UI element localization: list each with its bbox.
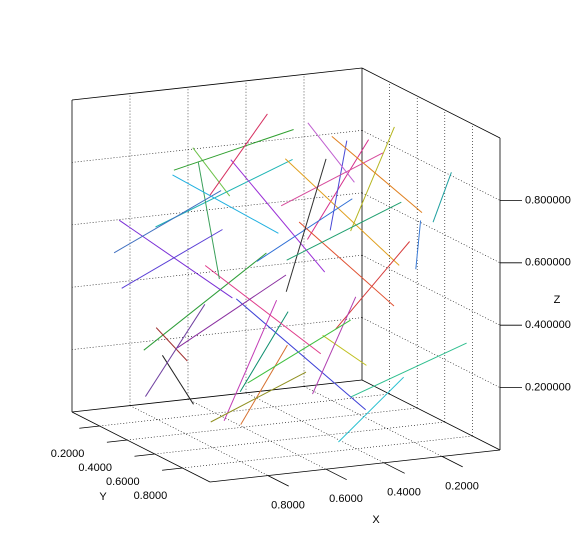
grid-line bbox=[71, 192, 363, 226]
grid-line bbox=[361, 192, 501, 264]
segment bbox=[172, 174, 279, 234]
segment bbox=[161, 355, 194, 405]
z-tick-label: 0.400000 bbox=[525, 319, 571, 331]
y-tick-label: 0.6000 bbox=[106, 476, 140, 488]
grid-line bbox=[182, 435, 473, 469]
grid-line bbox=[71, 317, 363, 350]
box-edge bbox=[209, 449, 501, 483]
segment bbox=[145, 304, 206, 397]
x-tick bbox=[383, 462, 405, 474]
segment bbox=[350, 342, 467, 398]
segment bbox=[155, 327, 188, 362]
y-tick-label: 0.4000 bbox=[78, 462, 112, 474]
segment bbox=[210, 371, 307, 423]
x-tick-label: 0.8000 bbox=[271, 500, 305, 512]
segment bbox=[285, 158, 327, 292]
box-edge bbox=[71, 67, 363, 101]
segment bbox=[432, 172, 452, 223]
box-edge bbox=[361, 379, 501, 451]
segment bbox=[143, 252, 267, 351]
z-tick-label: 0.200000 bbox=[525, 382, 571, 394]
grid-line bbox=[127, 407, 418, 441]
grid-line bbox=[361, 130, 501, 201]
box-edge bbox=[361, 67, 501, 139]
grid-line bbox=[187, 398, 327, 470]
segment bbox=[235, 298, 366, 411]
segment bbox=[331, 135, 423, 214]
grid-line bbox=[245, 392, 385, 464]
y-tick bbox=[106, 439, 128, 443]
x-tick bbox=[441, 456, 463, 468]
box-edge bbox=[71, 379, 363, 413]
y-tick bbox=[162, 467, 183, 471]
y-axis-label: Y bbox=[99, 491, 107, 503]
box-edge bbox=[71, 411, 211, 483]
segment bbox=[312, 296, 357, 395]
segment bbox=[240, 344, 288, 425]
y-tick bbox=[79, 425, 100, 429]
segment bbox=[113, 190, 222, 254]
x-tick-label: 0.2000 bbox=[445, 480, 479, 492]
y-tick-label: 0.8000 bbox=[134, 490, 168, 502]
segment bbox=[121, 229, 223, 289]
grid-line bbox=[71, 254, 363, 288]
grid-line bbox=[71, 130, 363, 163]
segment bbox=[197, 162, 220, 280]
x-tick bbox=[325, 468, 347, 481]
x-tick-label: 0.4000 bbox=[387, 487, 421, 499]
segment bbox=[176, 274, 287, 349]
z-tick-label: 0.800000 bbox=[525, 194, 571, 206]
segment bbox=[415, 220, 422, 270]
segment bbox=[322, 334, 367, 366]
grid-line bbox=[129, 405, 269, 476]
z-axis-label: Z bbox=[554, 294, 561, 306]
z-tick-label: 0.600000 bbox=[525, 257, 571, 269]
segment bbox=[286, 201, 402, 261]
grid-line bbox=[303, 386, 443, 457]
grid-line bbox=[154, 421, 445, 455]
x-tick-label: 0.6000 bbox=[329, 493, 363, 505]
segment bbox=[280, 152, 384, 207]
y-tick bbox=[134, 453, 155, 457]
segment bbox=[307, 122, 355, 183]
segment bbox=[329, 140, 348, 231]
segment bbox=[209, 113, 268, 196]
segment bbox=[350, 126, 395, 232]
segment bbox=[204, 265, 322, 355]
segment bbox=[338, 376, 404, 443]
x-tick bbox=[267, 475, 289, 487]
segment bbox=[223, 299, 278, 422]
segment bbox=[230, 159, 326, 273]
grid-line bbox=[361, 254, 501, 326]
y-tick-label: 0.2000 bbox=[51, 448, 85, 460]
segment bbox=[239, 311, 289, 393]
grid-line bbox=[361, 317, 501, 388]
segment bbox=[247, 319, 351, 384]
x-axis-label: X bbox=[372, 514, 380, 526]
segment bbox=[118, 219, 233, 299]
segment bbox=[173, 129, 294, 171]
segment bbox=[298, 221, 395, 307]
segment bbox=[284, 158, 400, 266]
segment bbox=[192, 147, 231, 197]
grid-line bbox=[99, 393, 390, 427]
